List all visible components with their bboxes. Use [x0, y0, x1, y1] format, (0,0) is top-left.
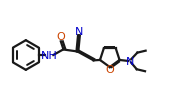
Text: NH: NH	[41, 51, 57, 60]
Text: O: O	[56, 32, 65, 42]
Text: O: O	[105, 65, 114, 75]
Text: N: N	[126, 56, 134, 66]
Text: N: N	[75, 27, 83, 37]
